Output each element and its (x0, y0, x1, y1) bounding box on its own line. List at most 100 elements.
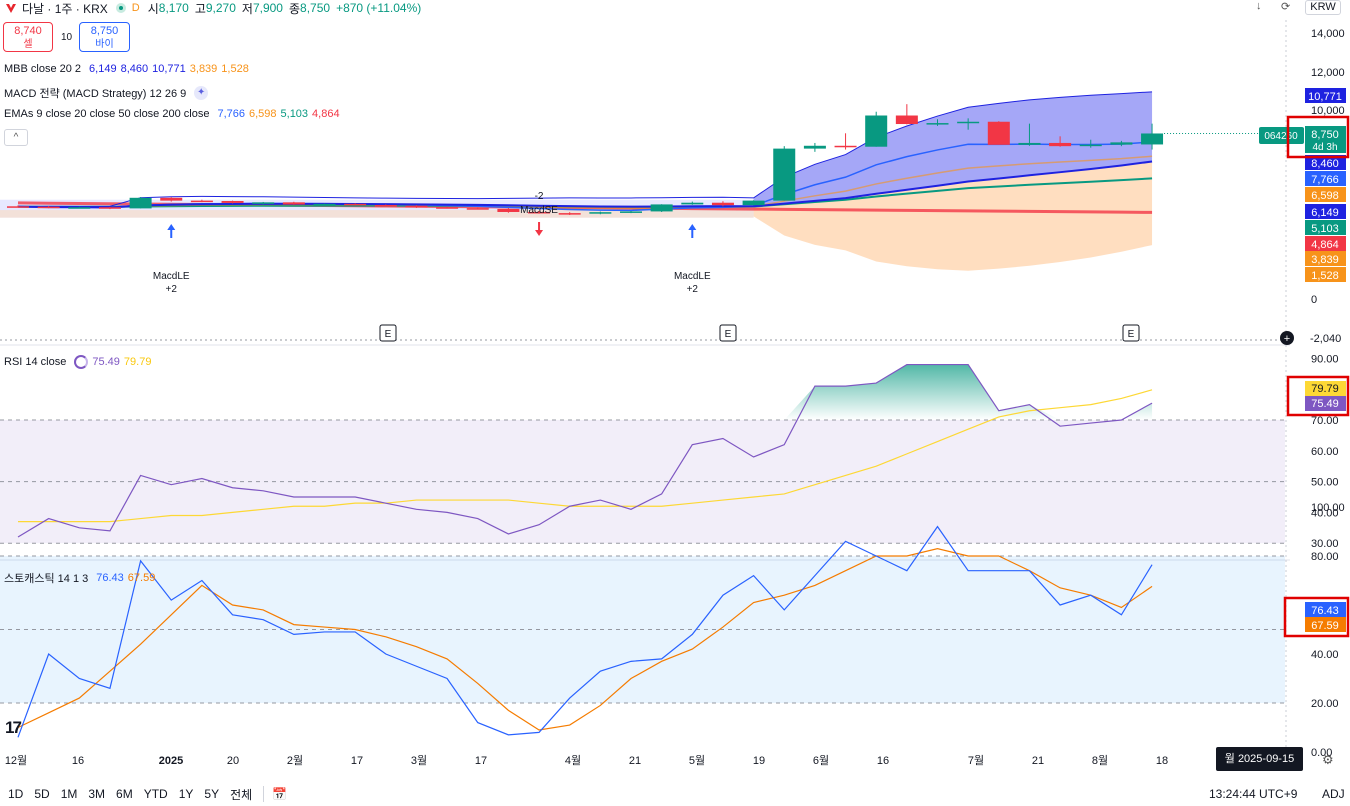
candle (344, 203, 367, 206)
refresh-icon[interactable]: ⟳ (1281, 1, 1291, 13)
candle (374, 204, 397, 207)
time-tick-label: 17 (475, 755, 487, 767)
candle (68, 207, 91, 209)
rsi-line (17, 363, 1153, 538)
price-level-tag (1305, 187, 1346, 202)
chevron-up-icon: ^ (13, 132, 19, 143)
legend-mbb[interactable]: MBB close 20 2 6,149 8,460 10,771 3,839 … (4, 63, 249, 75)
price-tick-label: 12,000 (1311, 67, 1345, 79)
buy-button[interactable]: 8,750 바이 (79, 22, 130, 52)
download-icon[interactable]: ↓ (1256, 0, 1262, 12)
date-range-icon[interactable]: 📅 (272, 787, 288, 801)
price-level-tag (1305, 88, 1346, 103)
candle (7, 206, 29, 208)
legend-mbb-value: 3,839 (189, 63, 218, 75)
symbol-title[interactable]: 다날 · 1주 · KRX (22, 1, 108, 16)
candle (160, 197, 183, 201)
symbol-header: 다날 · 1주 · KRX D 시 8,170 고 9,270 저 7,900 종 8,… (0, 0, 427, 16)
add-icon-glyph: + (1284, 333, 1290, 345)
range-5d[interactable]: 5D (34, 787, 50, 801)
price-level-tag (1305, 171, 1346, 186)
rsi-overbought-fill (18, 364, 1153, 420)
tradingview-logo-icon: 17 (5, 718, 22, 737)
price-level-tag (1305, 236, 1346, 251)
stoch-k-tag-label: 76.43 (1311, 605, 1339, 617)
price-level-label: 7,766 (1311, 174, 1339, 186)
sell-button[interactable]: 8,740 셀 (3, 22, 53, 52)
rsi-tick-label: 40.00 (1311, 507, 1339, 519)
price-pane: MacdLE +2 MacdLE +2 -2 MacdSE E E E (0, 91, 1290, 342)
candle (1110, 142, 1133, 145)
highlight-box (1283, 596, 1350, 638)
legend-ema-value: 4,864 (312, 108, 340, 120)
rsi-tick-label: 50.00 (1311, 477, 1339, 489)
legend-mbb-value: 6,149 (89, 63, 117, 75)
range-1y[interactable]: 1Y (178, 787, 194, 801)
earnings-marker[interactable] (1122, 324, 1140, 342)
range-all[interactable]: 전체 (230, 787, 253, 802)
close-value: 8,750 (300, 1, 331, 15)
candle (620, 211, 642, 213)
range-3m[interactable]: 3M (88, 787, 106, 801)
legend-rsi-value: 75.49 (92, 356, 120, 368)
legend-macd[interactable]: MACD 전략 (MACD Strategy) 12 26 9 ✦ (4, 85, 209, 101)
price-level-label: 1,528 (1311, 270, 1339, 282)
candle (282, 202, 305, 205)
price-tick-label: 0 (1311, 294, 1317, 306)
candle (129, 197, 152, 209)
range-6m[interactable]: 6M (116, 787, 133, 801)
time-tick-label: 4월 (565, 754, 581, 767)
candle (497, 208, 520, 212)
range-ytd[interactable]: YTD (143, 787, 168, 801)
range-1d[interactable]: 1D (8, 787, 24, 801)
highlight-box (1286, 375, 1350, 417)
collapse-legend-button[interactable]: ^ (4, 129, 28, 146)
candle (558, 213, 581, 215)
earnings-marker[interactable] (379, 324, 397, 342)
candle (957, 121, 980, 124)
countdown-label: 4d 3h (1312, 142, 1337, 153)
price-level-label: 6,598 (1311, 190, 1339, 202)
time-tick-label: 8월 (1092, 754, 1108, 767)
candle (773, 148, 796, 201)
mbb-lower-fill (753, 161, 1153, 271)
price-tick-label: 10,000 (1311, 105, 1345, 117)
time-tick-label: 3월 (411, 754, 427, 767)
rsi-pane (0, 363, 1285, 544)
legend-mbb-value: 8,460 (120, 63, 149, 75)
order-quantity[interactable]: 10 (61, 32, 73, 43)
legend-stochastic[interactable]: 스토캐스틱 14 1 3 76.43 67.59 (4, 570, 155, 586)
time-tick-label: 21 (1032, 755, 1044, 767)
rsi-tag-label: 75.49 (1311, 398, 1339, 410)
range-1m[interactable]: 1M (60, 787, 78, 801)
gear-icon[interactable]: ⚙ (1322, 752, 1334, 767)
add-icon[interactable] (1280, 331, 1294, 345)
range-5y[interactable]: 5Y (204, 787, 220, 801)
candle (1141, 133, 1164, 145)
currency-selector[interactable]: KRW (1305, 0, 1341, 15)
signal-qty: +2 (166, 284, 178, 295)
stoch-tick-label: 0.00 (1311, 747, 1332, 759)
legend-rsi[interactable]: RSI 14 close 75.49 79.79 (4, 355, 151, 369)
candle (742, 200, 765, 206)
clock[interactable]: 13:24:44 UTC+9 (1209, 787, 1298, 801)
price-level-tag (1305, 267, 1346, 282)
earnings-marker-label: E (385, 329, 392, 340)
time-tick-label: 5월 (689, 754, 705, 767)
adjust-button[interactable]: ADJ (1322, 787, 1345, 801)
earnings-marker[interactable] (719, 324, 737, 342)
sell-signal-arrow-icon (535, 222, 544, 236)
change-value: +870 (+11.04%) (336, 1, 422, 15)
signal-label: MacdLE (674, 271, 711, 282)
last-price-label: 8,750 (1311, 129, 1339, 141)
legend-emas[interactable]: EMAs 9 close 20 close 50 close 200 close… (4, 108, 340, 120)
signal-qty: +2 (687, 284, 699, 295)
crosshair-date-label: 월 2025-09-15 (1216, 747, 1303, 771)
sparkle-icon[interactable]: ✦ (194, 86, 209, 100)
time-tick-label: 21 (629, 755, 641, 767)
time-tick-label: 16 (72, 755, 84, 767)
price-level-tag (1305, 251, 1346, 266)
open-value: 8,170 (158, 1, 189, 15)
price-level-tag (1305, 204, 1346, 219)
